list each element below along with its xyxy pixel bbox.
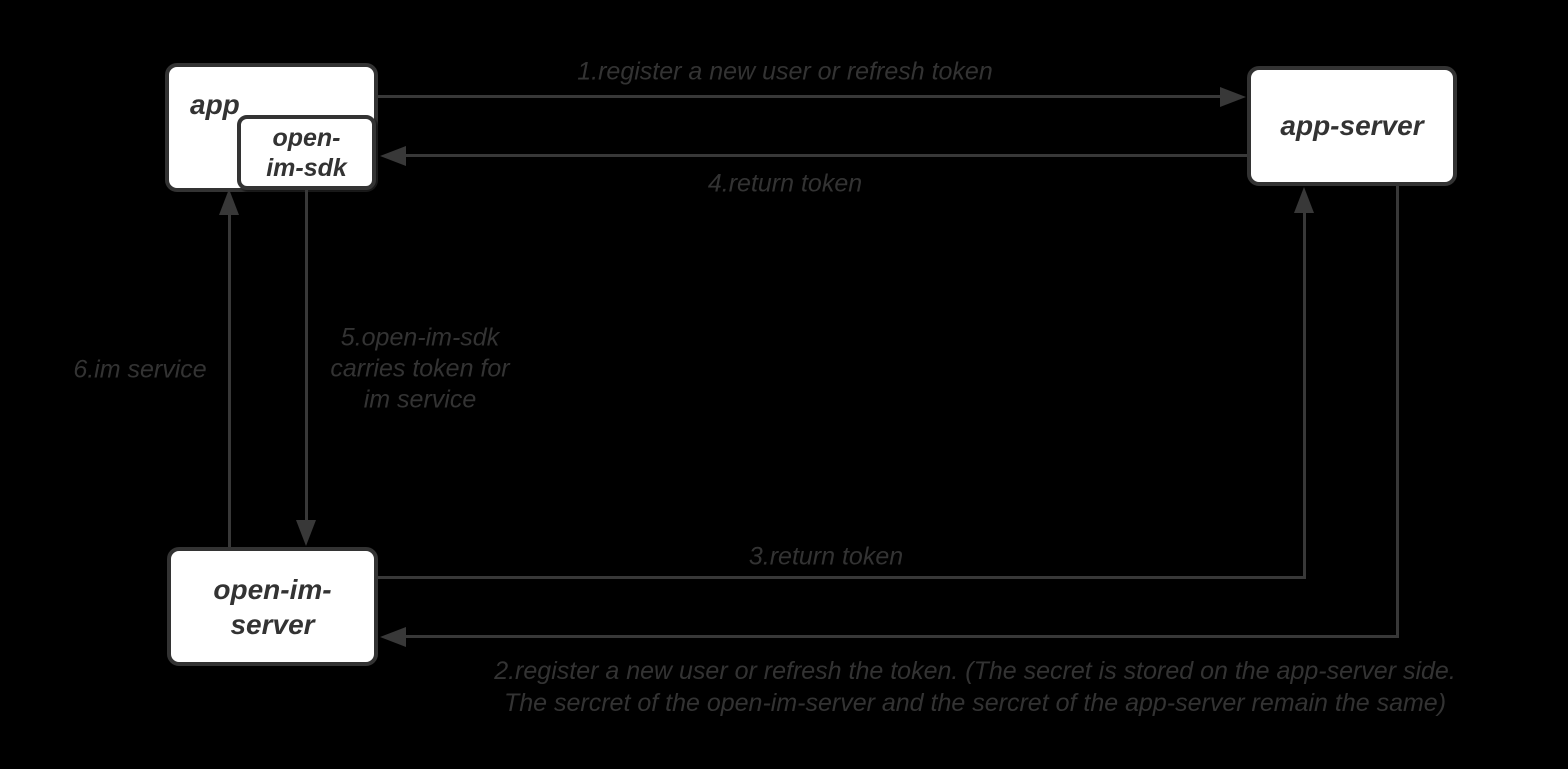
edge5-label-line3: im service bbox=[363, 385, 477, 414]
edge4-shaft bbox=[406, 154, 1247, 157]
edge2-shaft-horizontal bbox=[406, 635, 1398, 638]
edge2-arrowhead-left-icon bbox=[380, 627, 406, 647]
node-open-im-sdk-label-line2: im-sdk bbox=[266, 153, 347, 182]
edge2-shaft-vertical bbox=[1396, 186, 1399, 638]
node-open-im-server-label-line1: open-im- bbox=[213, 573, 332, 605]
edge2-label-line2: The sercret of the open-im-server and th… bbox=[503, 689, 1447, 717]
edge5-arrowhead-down-icon bbox=[296, 520, 316, 546]
edge5-shaft bbox=[305, 190, 308, 520]
edge5-label: 5.open-im-sdk carries token for im servi… bbox=[330, 323, 509, 416]
edge1-shaft bbox=[378, 95, 1222, 98]
node-open-im-sdk: open- im-sdk bbox=[237, 115, 376, 190]
edge2-label-line1: 2.register a new user or refresh the tok… bbox=[494, 657, 1456, 685]
edge3-label: 3.return token bbox=[748, 542, 904, 571]
edge1-arrowhead-right-icon bbox=[1220, 87, 1246, 107]
edge6-arrowhead-up-icon bbox=[219, 189, 239, 215]
edge4-arrowhead-left-icon bbox=[380, 146, 406, 166]
edge3-shaft-vertical bbox=[1303, 213, 1306, 579]
node-app-label: app bbox=[190, 89, 240, 120]
edge5-label-line2: carries token for bbox=[330, 354, 510, 383]
edge6-shaft bbox=[228, 215, 231, 547]
node-app-server: app-server bbox=[1247, 66, 1457, 186]
edge3-arrowhead-up-icon bbox=[1294, 187, 1314, 213]
node-open-im-server-label-line2: server bbox=[230, 608, 315, 640]
node-app-server-label: app-server bbox=[1280, 110, 1424, 141]
edge4-label: 4.return token bbox=[707, 169, 863, 198]
edge5-label-line1: 5.open-im-sdk bbox=[340, 323, 500, 352]
node-open-im-sdk-label-line1: open- bbox=[272, 123, 341, 152]
edge3-shaft-horizontal bbox=[378, 576, 1305, 579]
edge1-label: 1.register a new user or refresh token bbox=[577, 57, 993, 86]
node-open-im-server: open-im- server bbox=[167, 547, 378, 666]
edge6-label: 6.im service bbox=[73, 355, 207, 384]
edge2-label: 2.register a new user or refresh the tok… bbox=[494, 655, 1456, 719]
